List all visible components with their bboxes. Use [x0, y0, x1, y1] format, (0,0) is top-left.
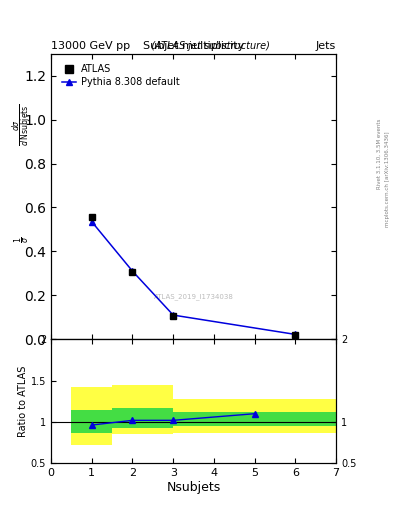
Text: $\frac{d\sigma}{d\,\mathsf{Nsubjets}}$: $\frac{d\sigma}{d\,\mathsf{Nsubjets}}$	[11, 104, 35, 146]
Text: Jets: Jets	[316, 41, 336, 51]
Text: (ATLAS jet substructure): (ATLAS jet substructure)	[117, 41, 270, 51]
Text: 13000 GeV pp: 13000 GeV pp	[51, 41, 130, 51]
Text: Rivet 3.1.10, 3.5M events: Rivet 3.1.10, 3.5M events	[377, 118, 382, 189]
Y-axis label: Ratio to ATLAS: Ratio to ATLAS	[18, 366, 28, 437]
Text: $\frac{1}{\sigma}$: $\frac{1}{\sigma}$	[13, 236, 33, 243]
Text: mcplots.cern.ch [arXiv:1306.3436]: mcplots.cern.ch [arXiv:1306.3436]	[385, 132, 389, 227]
Legend: ATLAS, Pythia 8.308 default: ATLAS, Pythia 8.308 default	[62, 65, 180, 87]
Text: ATLAS_2019_I1734038: ATLAS_2019_I1734038	[154, 293, 233, 300]
Text: Subjet multiplicity: Subjet multiplicity	[143, 41, 244, 51]
X-axis label: Nsubjets: Nsubjets	[166, 481, 221, 494]
